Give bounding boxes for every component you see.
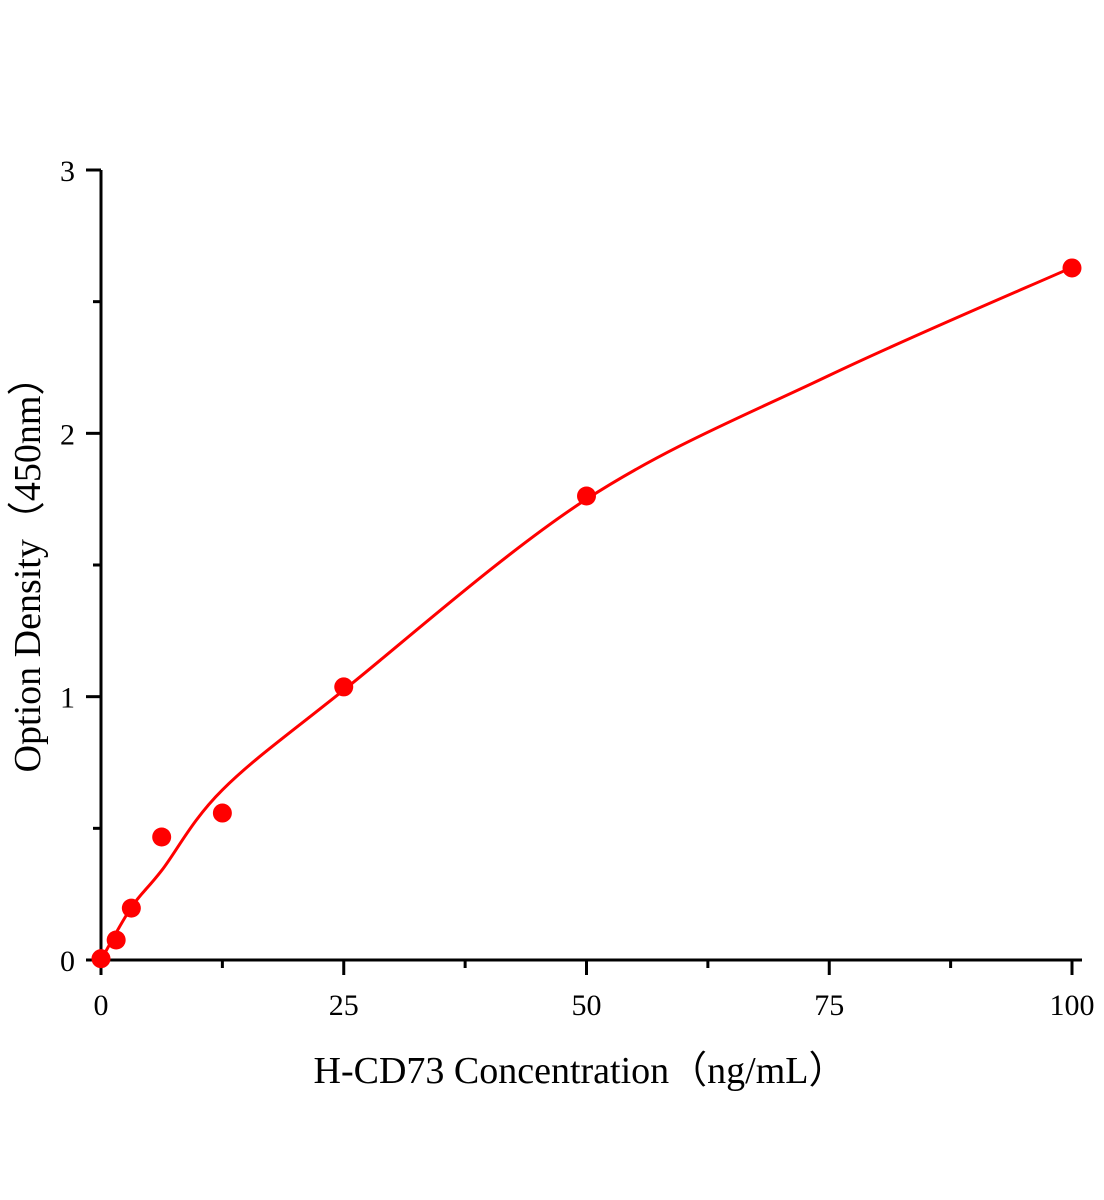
x-tick-label: 75 [814, 989, 844, 1022]
data-point [577, 486, 596, 506]
data-point [1062, 258, 1082, 278]
axes [86, 168, 1082, 975]
y-axis-label: Option Density（450nm） [7, 358, 49, 773]
data-point [152, 827, 172, 847]
data-point [91, 949, 111, 969]
data-point [106, 930, 126, 950]
data-point [334, 677, 354, 697]
data-points [91, 258, 1082, 969]
y-tick-label: 2 [60, 418, 75, 451]
x-tick-label: 0 [94, 989, 109, 1022]
y-tick-label: 0 [60, 945, 75, 978]
y-tick-label: 3 [60, 155, 75, 188]
data-point [212, 803, 232, 823]
data-point [121, 898, 141, 918]
x-tick-label: 25 [329, 989, 359, 1022]
x-tick-label: 100 [1050, 989, 1095, 1022]
x-tick-label: 50 [572, 989, 602, 1022]
x-axis-label: H-CD73 Concentration（ng/mL） [314, 1050, 847, 1092]
fit-curve [99, 266, 1073, 961]
tick-labels: 0 25 50 75 100 0 1 2 3 [60, 155, 1095, 1022]
y-tick-label: 1 [60, 682, 75, 715]
